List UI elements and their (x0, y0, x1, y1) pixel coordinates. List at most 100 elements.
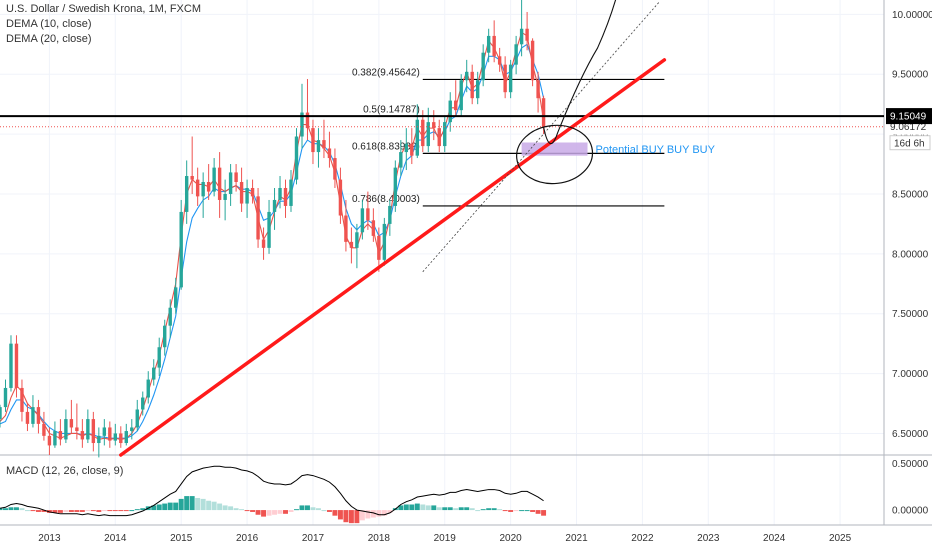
candle-body (459, 80, 463, 111)
x-axis-tick-label: 2020 (500, 533, 523, 544)
candle-body (421, 119, 425, 147)
candle-body (179, 211, 183, 288)
macd-histogram-bar (74, 510, 80, 512)
macd-histogram-bar (0, 508, 3, 511)
candle-body (278, 187, 282, 200)
candle-body (250, 187, 255, 197)
macd-histogram-bar (480, 509, 486, 511)
candle-body (305, 112, 310, 129)
macd-histogram-bar (14, 507, 19, 511)
candle-body (69, 419, 74, 428)
candle-body (486, 35, 491, 53)
macd-histogram-bar (431, 505, 437, 511)
red-trendline (119, 58, 667, 457)
candle-body (503, 64, 507, 93)
macd-histogram-bar (442, 507, 448, 511)
macd-histogram-bar (85, 510, 91, 512)
candle-body (366, 208, 370, 221)
macd-histogram-bar (24, 510, 30, 512)
candle-body (454, 100, 458, 111)
macd-histogram-bar (8, 507, 14, 511)
candle-body (294, 136, 299, 180)
dema10-legend[interactable]: DEMA (10, close) (6, 18, 92, 30)
macd-histogram-bar (162, 503, 168, 511)
macd-histogram-bar (250, 510, 256, 512)
macd-histogram-bar (458, 507, 464, 511)
chart-legend: U.S. Dollar / Swedish Krona, 1M, FXCM DE… (6, 2, 201, 47)
macd-histogram-bar (508, 510, 514, 512)
candle-body (382, 223, 387, 260)
dema20-legend[interactable]: DEMA (20, close) (6, 33, 92, 45)
candle-body (168, 307, 172, 326)
macd-histogram-bar (3, 508, 8, 511)
macd-histogram-bar (123, 510, 129, 512)
candle-body (443, 122, 447, 147)
x-axis-tick-label: 2016 (236, 533, 259, 544)
candle-body (190, 176, 194, 180)
macd-histogram-bar (299, 505, 305, 511)
macd-histogram-bar (469, 508, 475, 511)
candle-body (338, 179, 343, 216)
macd-histogram-bar (326, 510, 332, 512)
macd-histogram-bar (140, 508, 146, 511)
macd-histogram-bar (277, 510, 283, 514)
macd-histogram-bar (206, 500, 212, 511)
macd-histogram-bar (513, 510, 519, 512)
macd-histogram-bar (337, 510, 343, 520)
candle-body (530, 40, 535, 81)
candle-body (261, 239, 266, 248)
x-axis-tick-label: 2017 (302, 533, 325, 544)
macd-histogram-bar (200, 498, 206, 511)
macd-histogram-bar (239, 509, 245, 511)
macd-histogram-bar (134, 509, 140, 511)
candle-body (519, 28, 524, 45)
candle-body (536, 80, 540, 99)
macd-axis-tick-label: 0.50000 (892, 459, 929, 470)
candle-body (399, 152, 403, 168)
candle-body (327, 148, 332, 159)
candle-body (97, 435, 101, 444)
macd-histogram-bar (283, 510, 288, 514)
candle-body (223, 193, 227, 200)
macd-legend[interactable]: MACD (12, 26, close, 9) (6, 465, 124, 477)
candle-body (360, 208, 365, 233)
candle-body (206, 182, 211, 192)
macd-histogram-bar (387, 510, 393, 513)
candle-body (173, 287, 178, 308)
candle-body (42, 423, 46, 436)
candle-body (234, 172, 238, 182)
macd-histogram-bar (530, 510, 536, 512)
candle-body (393, 167, 398, 206)
symbol-title[interactable]: U.S. Dollar / Swedish Krona, 1M, FXCM (6, 3, 202, 15)
candle-body (152, 367, 156, 380)
macd-histogram-bar (233, 508, 239, 511)
dema10-line (0, 31, 545, 441)
candle-body (119, 433, 123, 444)
candle-body (75, 427, 79, 432)
candle-body (124, 431, 128, 444)
candle-body (322, 140, 326, 149)
candle-body (475, 80, 480, 99)
candle-body (437, 128, 441, 147)
macd-histogram-bar (414, 503, 420, 511)
handdrawn-circle (516, 124, 594, 185)
candle-body (130, 427, 134, 432)
candle-body (146, 379, 150, 398)
macd-histogram-bar (189, 496, 195, 511)
candle-body (465, 71, 469, 81)
macd-histogram-bar (541, 510, 547, 516)
macd-histogram-bar (255, 510, 261, 515)
macd-histogram-bar (486, 508, 492, 511)
x-axis-tick-label: 2018 (368, 533, 391, 544)
macd-histogram-bar (173, 502, 179, 511)
candle-body (64, 419, 68, 440)
macd-histogram-bar (266, 510, 272, 516)
fib-level-label: 0.786(8.40003) (352, 194, 420, 205)
candle-body (272, 199, 277, 212)
candle-body (163, 325, 167, 348)
buy-zone-rect (521, 142, 588, 156)
macd-histogram-bar (475, 510, 481, 512)
macd-histogram-bar (19, 508, 25, 511)
